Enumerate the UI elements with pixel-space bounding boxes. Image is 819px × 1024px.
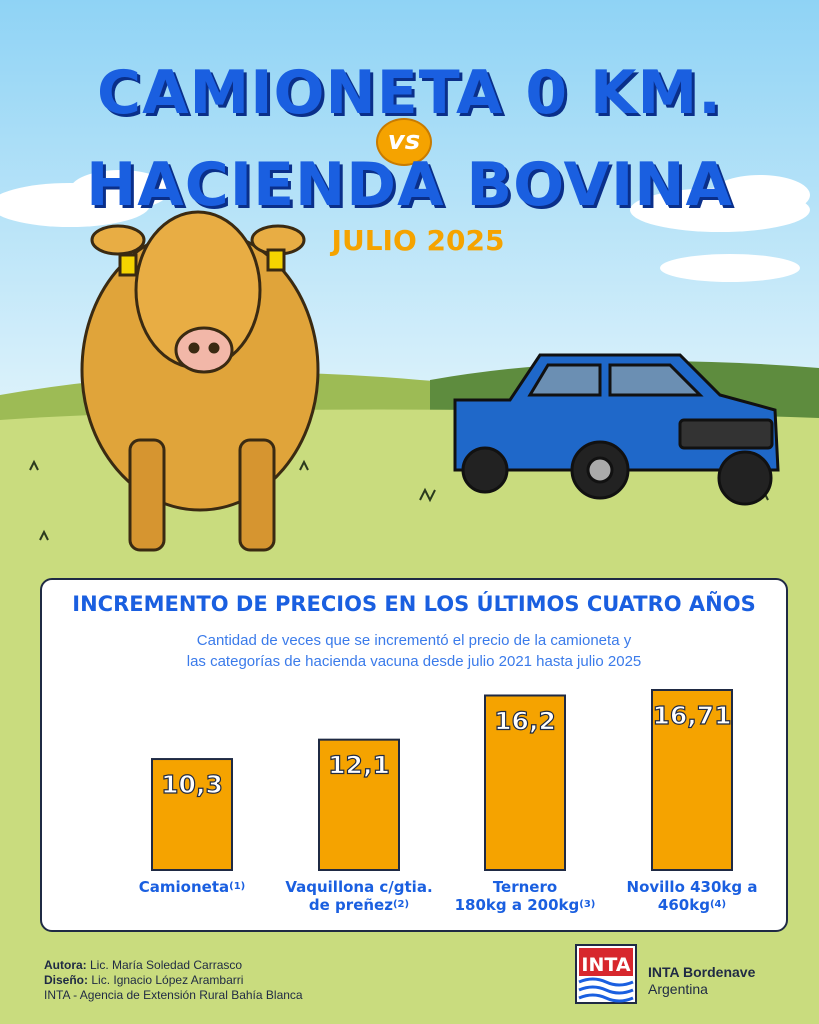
date-label: JULIO 2025 bbox=[331, 224, 505, 257]
credit-agency: INTA - Agencia de Extensión Rural Bahía … bbox=[44, 988, 303, 1002]
category-note: (3) bbox=[579, 899, 596, 910]
vs-badge: vs bbox=[376, 118, 432, 166]
credit-design-label: Diseño: bbox=[44, 973, 89, 987]
category-label-line2: 180kg a 200kg(3) bbox=[454, 896, 596, 914]
bar-value-label-3: 16,2 bbox=[494, 706, 556, 735]
credit-design-name: Lic. Ignacio López Arambarri bbox=[88, 973, 244, 987]
chart-subtitle-line1: Cantidad de veces que se incrementó el p… bbox=[196, 632, 632, 649]
truck-illustration bbox=[453, 353, 780, 506]
credits: Autora: Lic. María Soledad Carrasco Dise… bbox=[44, 958, 303, 1003]
credit-design: Diseño: Lic. Ignacio López Arambarri bbox=[44, 973, 303, 988]
title-line2: HACIENDA BOVINA bbox=[86, 150, 733, 220]
category-label-3: Ternero 180kg a 200kg(3) bbox=[435, 878, 615, 914]
category-label-line1: Novillo 430kg a bbox=[626, 878, 758, 896]
category-label-2: Vaquillona c/gtia. de preñez(2) bbox=[269, 878, 449, 914]
logo-text: INTA Bordenave Argentina bbox=[648, 964, 755, 998]
bar-value-label-2: 12,1 bbox=[328, 751, 390, 780]
logo-name: INTA Bordenave bbox=[648, 964, 756, 980]
category-note: (2) bbox=[392, 899, 410, 910]
logo-mark: INTA bbox=[581, 954, 630, 976]
inta-logo-icon: INTA bbox=[575, 944, 637, 1004]
category-label-1: Camioneta(1) bbox=[102, 878, 282, 896]
bar-value-label-4: 16,71 bbox=[652, 701, 731, 730]
bar-1 bbox=[151, 758, 233, 871]
cloud-icon bbox=[0, 170, 810, 282]
category-label-line1: Vaquillona c/gtia. bbox=[285, 878, 433, 896]
credit-author-name: Lic. María Soledad Carrasco bbox=[86, 958, 243, 972]
bar-value-label-1: 10,3 bbox=[161, 770, 223, 799]
bar-4 bbox=[651, 689, 733, 871]
category-note: (1) bbox=[229, 881, 246, 892]
chart-panel: INCREMENTO DE PRECIOS EN LOS ÚLTIMOS CUA… bbox=[40, 578, 788, 932]
bar-2 bbox=[318, 738, 400, 871]
cow-illustration bbox=[80, 210, 320, 552]
chart-subtitle: Cantidad de veces que se incrementó el p… bbox=[42, 630, 786, 672]
category-label-line1: Camioneta(1) bbox=[138, 878, 246, 896]
category-label-line1: Ternero bbox=[492, 878, 558, 896]
bar-3 bbox=[484, 694, 566, 871]
chart-title: INCREMENTO DE PRECIOS EN LOS ÚLTIMOS CUA… bbox=[72, 592, 756, 616]
credit-author: Autora: Lic. María Soledad Carrasco bbox=[44, 958, 303, 973]
chart-subtitle-line2: las categorías de hacienda vacuna desde … bbox=[186, 653, 642, 670]
title-line1: CAMIONETA 0 KM. bbox=[97, 58, 722, 128]
bar-chart: 10,3 12,1 16,2 16,71 bbox=[151, 689, 733, 871]
category-label-line2: 460kg(4) bbox=[657, 896, 727, 914]
category-note: (4) bbox=[709, 899, 727, 910]
category-label-4: Novillo 430kg a 460kg(4) bbox=[602, 878, 782, 914]
logo-country: Argentina bbox=[648, 981, 708, 997]
category-label-line2: de preñez(2) bbox=[308, 896, 410, 914]
credit-author-label: Autora: bbox=[44, 958, 87, 972]
